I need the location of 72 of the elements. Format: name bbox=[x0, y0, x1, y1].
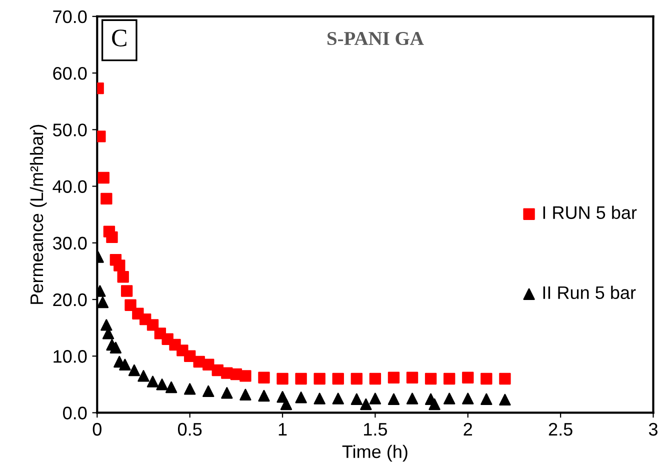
point bbox=[480, 372, 492, 385]
x-tick-label: 1 bbox=[278, 423, 287, 436]
x-tick-label: 0.5 bbox=[178, 422, 202, 436]
point bbox=[98, 172, 110, 184]
point bbox=[350, 372, 363, 385]
annotation: C bbox=[112, 30, 126, 46]
point bbox=[119, 358, 131, 370]
y-tick-label: 30.0 bbox=[52, 236, 87, 250]
point bbox=[106, 231, 118, 244]
point bbox=[332, 372, 344, 385]
x-tick-label: 2 bbox=[464, 422, 472, 436]
point bbox=[428, 398, 440, 410]
point bbox=[165, 381, 178, 394]
point bbox=[499, 394, 511, 406]
point bbox=[314, 392, 326, 404]
x-tick-label: 1.5 bbox=[364, 423, 387, 436]
point bbox=[128, 364, 140, 376]
point bbox=[184, 383, 196, 395]
y-axis-title: Permeance (L/m²hbar) bbox=[30, 124, 47, 304]
point bbox=[202, 385, 214, 398]
point bbox=[406, 392, 418, 404]
point bbox=[388, 372, 400, 384]
x-tick-label: 3 bbox=[648, 422, 658, 436]
point bbox=[350, 393, 363, 405]
y-tick-label: 0.0 bbox=[63, 406, 87, 420]
point bbox=[138, 370, 150, 382]
point bbox=[462, 392, 474, 404]
point bbox=[258, 372, 270, 384]
point bbox=[280, 398, 292, 410]
point bbox=[462, 372, 474, 384]
point bbox=[146, 319, 159, 331]
point bbox=[314, 372, 326, 385]
y-tick-label: 60.0 bbox=[53, 66, 87, 80]
point bbox=[258, 390, 270, 402]
point bbox=[146, 376, 159, 388]
legend-label: II Run 5 bar bbox=[543, 286, 636, 300]
point bbox=[499, 372, 511, 385]
point bbox=[295, 372, 307, 385]
y-tick-label: 50.0 bbox=[53, 124, 87, 136]
point bbox=[100, 319, 112, 331]
point bbox=[120, 285, 133, 297]
y-tick-label: 20.0 bbox=[53, 293, 87, 306]
point bbox=[480, 393, 492, 405]
point bbox=[295, 392, 307, 404]
point bbox=[332, 392, 344, 404]
point bbox=[114, 260, 126, 272]
point bbox=[360, 398, 372, 410]
x-tick-label: 2.5 bbox=[548, 422, 572, 436]
point bbox=[124, 299, 136, 311]
x-axis-title: Time (h) bbox=[342, 444, 408, 462]
point bbox=[240, 388, 252, 400]
point bbox=[406, 372, 418, 384]
legend-label: I RUN 5 bar bbox=[543, 206, 637, 220]
x-tick-label: 0 bbox=[92, 422, 102, 436]
point bbox=[276, 372, 288, 385]
point bbox=[240, 370, 252, 382]
text: S-PANI GA bbox=[328, 32, 424, 46]
point bbox=[369, 392, 382, 404]
point bbox=[444, 372, 456, 385]
point bbox=[97, 296, 109, 308]
point bbox=[388, 393, 400, 405]
point bbox=[444, 392, 456, 404]
point bbox=[369, 372, 382, 385]
point bbox=[117, 271, 129, 283]
point bbox=[424, 372, 437, 385]
point bbox=[156, 378, 168, 390]
y-tick-label: 70.0 bbox=[53, 10, 87, 24]
y-tick-label: 40.0 bbox=[52, 180, 87, 193]
y-tick-label: 10.0 bbox=[54, 350, 87, 363]
point bbox=[100, 192, 112, 205]
point bbox=[110, 342, 122, 354]
point bbox=[221, 387, 233, 399]
